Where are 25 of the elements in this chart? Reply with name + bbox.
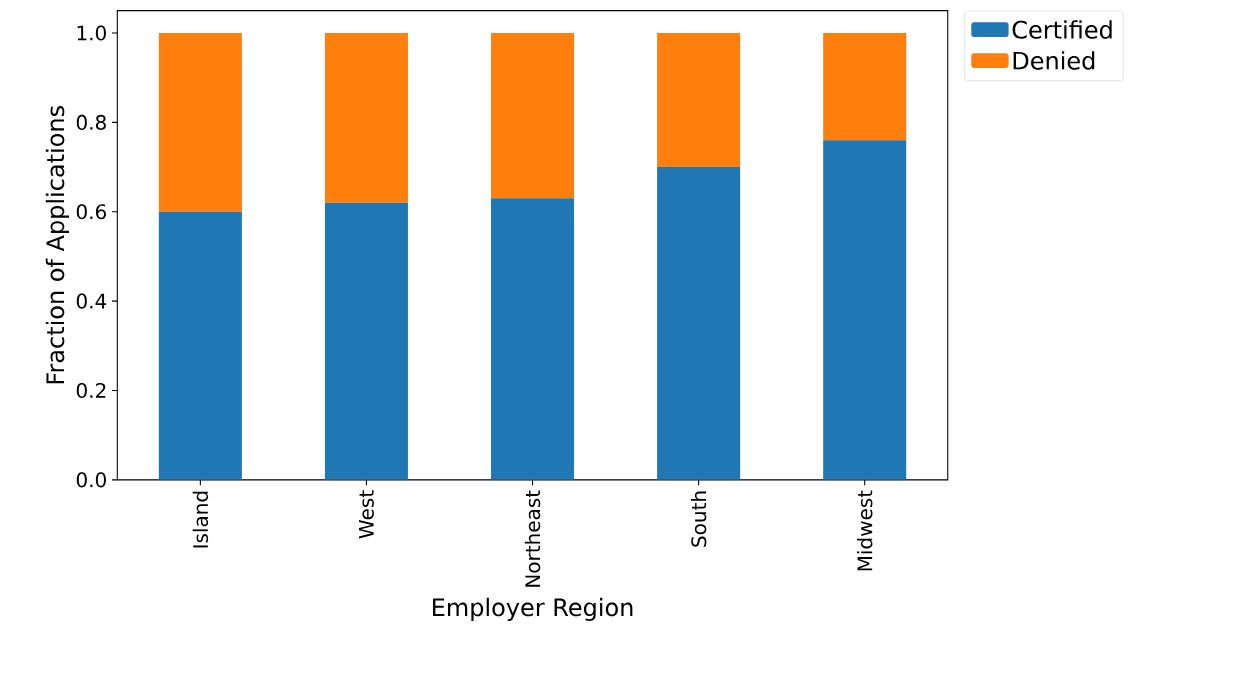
bar — [823, 32, 907, 141]
y-tick-label: 0.8 — [76, 114, 106, 130]
bar — [324, 32, 408, 203]
bar — [657, 166, 741, 480]
x-axis-title: Employer Region — [433, 597, 633, 621]
bar — [491, 32, 575, 199]
y-tick-label: 0.2 — [76, 382, 106, 398]
y-axis-title: Fraction of Applications — [45, 105, 69, 384]
x-tick-label: Northeast — [524, 490, 541, 587]
y-tick-label: 0.6 — [76, 204, 106, 220]
bar — [324, 202, 408, 480]
bar — [491, 198, 575, 480]
y-tick-label: 0.4 — [76, 293, 107, 309]
x-tick-label: West — [359, 490, 374, 539]
x-tick-label: Island — [192, 491, 209, 548]
bar — [823, 140, 907, 480]
x-tick-label: South — [690, 491, 707, 547]
y-tick-label: 0.0 — [76, 472, 106, 488]
x-tick-label: Midwest — [856, 490, 873, 571]
legend-label: Denied — [1013, 51, 1095, 70]
bar — [158, 32, 242, 212]
legend-label: Certified — [1012, 20, 1112, 39]
bar — [158, 211, 242, 480]
y-tick-label: 1.0 — [77, 25, 106, 41]
bar — [657, 32, 741, 167]
